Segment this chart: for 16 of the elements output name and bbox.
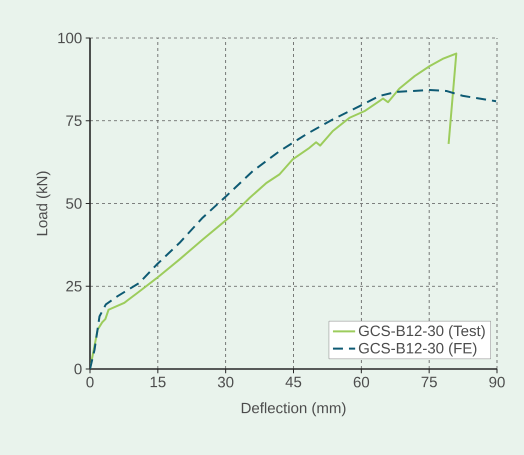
y-tick-label: 100 xyxy=(58,32,82,44)
x-tick-label: 15 xyxy=(150,376,166,388)
legend-label: GCS-B12-30 (Test) xyxy=(358,325,485,340)
x-tick-label: 30 xyxy=(218,376,234,388)
x-tick-label: 90 xyxy=(489,376,505,388)
y-tick-label: 50 xyxy=(66,198,82,209)
x-axis-title: Deflection (mm) xyxy=(242,402,346,416)
x-tick-label: 75 xyxy=(422,376,437,388)
x-tick-label: 60 xyxy=(354,376,370,388)
legend-label: GCS-B12-30 (FE) xyxy=(358,342,476,356)
y-tick-label: 0 xyxy=(74,364,82,374)
x-tick-label: 0 xyxy=(86,376,94,388)
y-tick-label: 25 xyxy=(66,280,82,292)
y-axis-title: Load (kN) xyxy=(36,172,50,236)
x-tick-label: 45 xyxy=(286,376,302,388)
y-tick-label: 75 xyxy=(66,116,82,126)
